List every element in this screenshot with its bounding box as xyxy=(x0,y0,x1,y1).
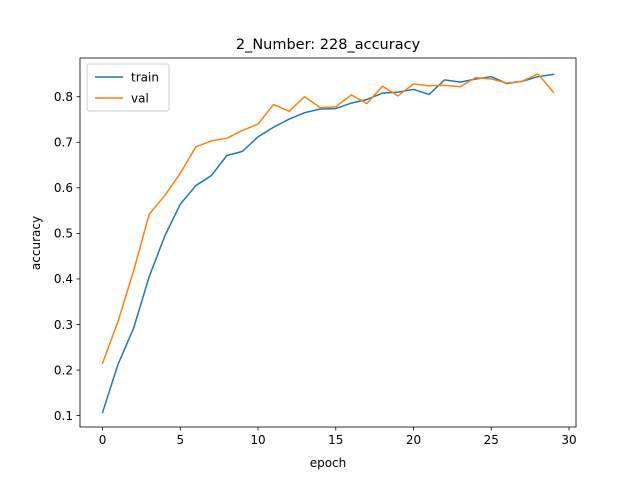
x-tick-label: 20 xyxy=(406,433,421,447)
y-tick-label: 0.3 xyxy=(54,318,73,332)
chart-title: 2_Number: 228_accuracy xyxy=(236,37,421,53)
x-axis-label: epoch xyxy=(310,456,347,470)
legend-label-val: val xyxy=(131,92,149,106)
plot-area: 0 5 10 15 20 25 30 0.1 0.2 0.3 0.4 0.5 0.6 0.7 0.8 xyxy=(54,57,577,447)
y-tick-label: 0.7 xyxy=(54,136,73,150)
legend-box xyxy=(86,63,170,112)
y-tick-label: 0.2 xyxy=(54,363,73,377)
x-tick-label: 5 xyxy=(176,433,184,447)
y-tick-label: 0.5 xyxy=(54,227,73,241)
x-tick-label: 30 xyxy=(561,433,576,447)
y-tick-label: 0.6 xyxy=(54,181,73,195)
y-tick-label: 0.4 xyxy=(54,272,73,286)
series-line-val xyxy=(101,73,555,365)
y-tick-label: 0.8 xyxy=(54,90,73,104)
y-tick-label: 0.1 xyxy=(54,409,73,423)
x-tick-label: 0 xyxy=(99,433,107,447)
y-axis-label: accuracy xyxy=(29,216,43,270)
legend: train val xyxy=(86,63,170,112)
x-tick-label: 25 xyxy=(484,433,499,447)
series-line-train xyxy=(101,73,555,414)
x-tick-label: 10 xyxy=(250,433,265,447)
axes-frame xyxy=(79,57,577,428)
x-tick-label: 15 xyxy=(328,433,343,447)
legend-label-train: train xyxy=(131,71,159,85)
